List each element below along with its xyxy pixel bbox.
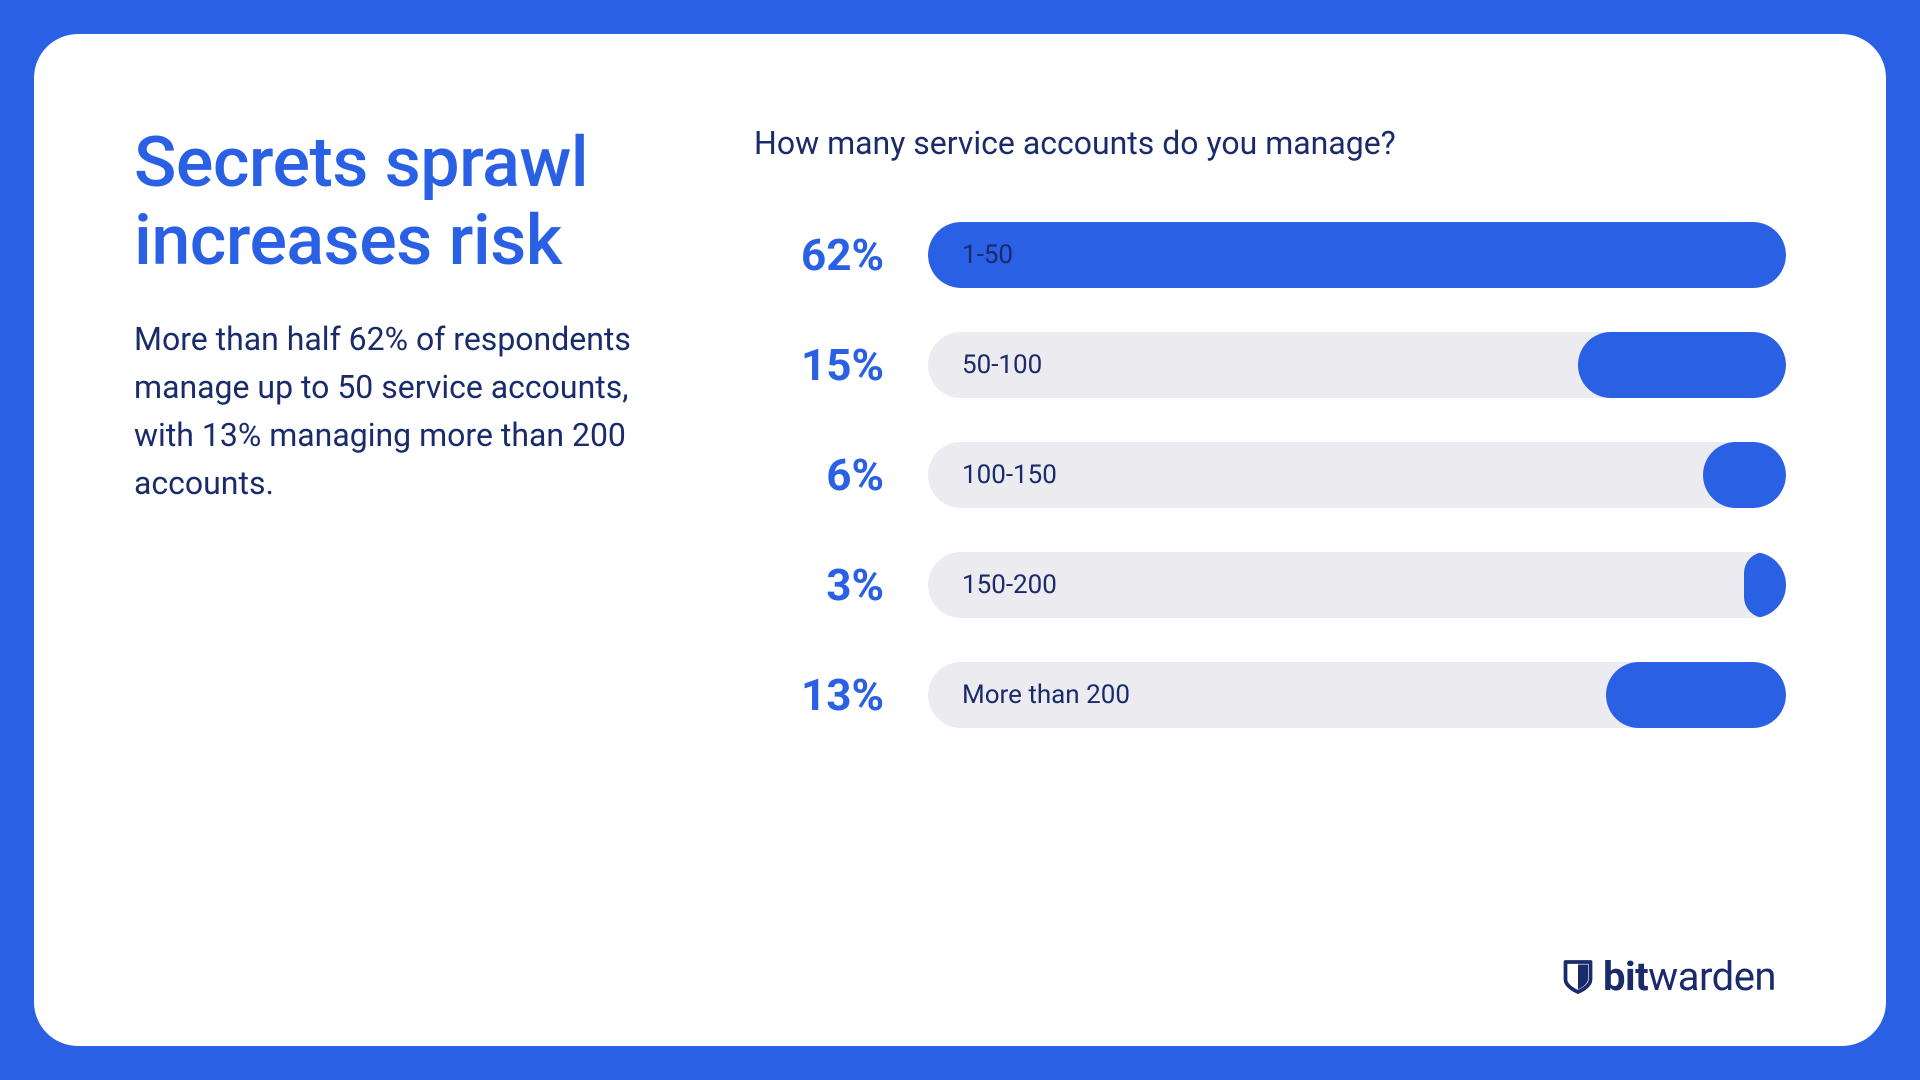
infographic-card: Secrets sprawl increases risk More than … [34, 34, 1886, 1046]
chart-question: How many service accounts do you manage? [754, 124, 1786, 162]
percentage-value: 15% [754, 339, 884, 391]
bar-fill [1744, 552, 1786, 618]
bar-fill [1578, 332, 1786, 398]
chart-row: 13% More than 200 [754, 662, 1786, 728]
bar-track: More than 200 [928, 662, 1786, 728]
percentage-value: 6% [754, 449, 884, 501]
bar-track: 150-200 [928, 552, 1786, 618]
bar-label: More than 200 [928, 680, 1130, 710]
bar-track: 100-150 [928, 442, 1786, 508]
bar-label: 1-50 [928, 240, 1013, 270]
chart-row: 15% 50-100 [754, 332, 1786, 398]
chart-row: 3% 150-200 [754, 552, 1786, 618]
bar-label: 150-200 [928, 570, 1057, 600]
logo-text-rest: warden [1648, 953, 1776, 1000]
percentage-value: 13% [754, 669, 884, 721]
bar-label: 100-150 [928, 460, 1057, 490]
percentage-value: 3% [754, 559, 884, 611]
summary-text: More than half 62% of respondents manage… [134, 315, 694, 507]
logo-text: bitwarden [1603, 953, 1776, 1000]
content-row: Secrets sprawl increases risk More than … [134, 124, 1786, 996]
bar-fill [1703, 442, 1786, 508]
bar-label: 50-100 [928, 350, 1042, 380]
chart-rows: 62% 1-50 15% 50-100 6% 100-150 3% 150-200 13% Mor… [754, 222, 1786, 728]
bar-fill [928, 222, 1786, 288]
logo-text-bold: bit [1603, 953, 1648, 1000]
chart-row: 6% 100-150 [754, 442, 1786, 508]
left-column: Secrets sprawl increases risk More than … [134, 124, 694, 996]
bitwarden-logo: bitwarden [1563, 953, 1776, 1000]
headline: Secrets sprawl increases risk [134, 124, 694, 281]
percentage-value: 62% [754, 229, 884, 281]
chart-row: 62% 1-50 [754, 222, 1786, 288]
bar-track: 1-50 [928, 222, 1786, 288]
shield-icon [1563, 959, 1593, 995]
right-column: How many service accounts do you manage?… [754, 124, 1786, 996]
bar-fill [1606, 662, 1786, 728]
bar-track: 50-100 [928, 332, 1786, 398]
